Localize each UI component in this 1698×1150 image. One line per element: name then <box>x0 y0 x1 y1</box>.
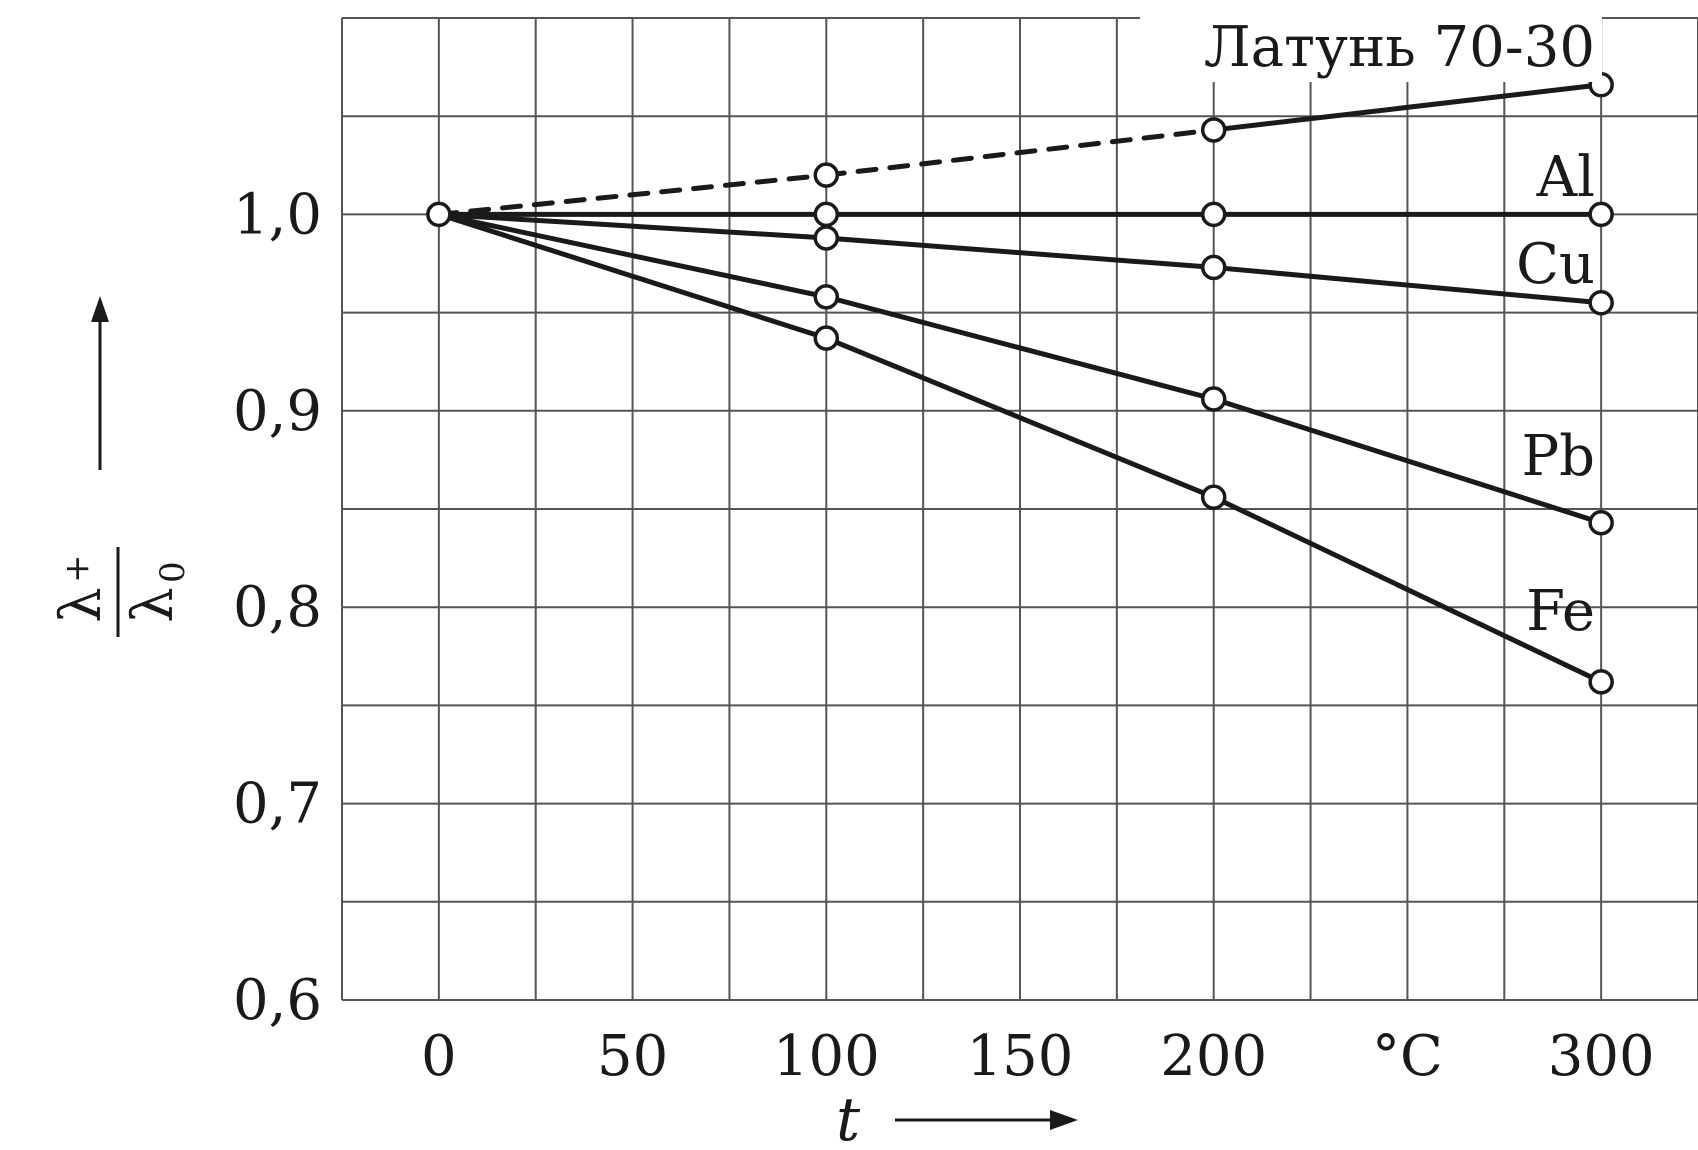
data-point-латунь-70-30 <box>1200 117 1227 143</box>
data-point-pb <box>1200 386 1227 412</box>
data-point-латунь-70-30 <box>426 201 452 228</box>
series-label-background <box>1140 10 1602 82</box>
y-tick-label: 0,6 <box>233 968 322 1033</box>
series-label-al: Al <box>1536 145 1595 210</box>
series-line-segment-cu <box>1211 264 1604 306</box>
data-point-cu <box>813 225 840 251</box>
series-line-segment-cu <box>436 211 829 241</box>
x-tick-label: 150 <box>967 1024 1074 1089</box>
data-point-fe <box>1588 669 1614 695</box>
series-line-segment-cu <box>823 235 1217 270</box>
series-line-segment-латунь-70-30 <box>436 172 829 217</box>
series-label-pb: Pb <box>1521 424 1595 489</box>
x-tick-label: 50 <box>597 1024 668 1089</box>
x-axis-title: t <box>836 1085 861 1150</box>
x-tick-label: 200 <box>1160 1024 1267 1089</box>
y-tick-label: 0,7 <box>233 772 322 837</box>
data-point-cu <box>1588 290 1614 316</box>
data-point-pb <box>813 284 840 310</box>
data-point-cu <box>1200 254 1227 281</box>
grid <box>341 17 1698 1001</box>
series-line-segment-pb <box>823 294 1217 402</box>
x-unit-label: °C <box>1372 1024 1443 1089</box>
series-line-segment-fe <box>823 335 1217 500</box>
y-label-denominator: λ <box>121 587 186 623</box>
markers-layer <box>426 72 1614 695</box>
y-tick-label: 0,9 <box>233 379 322 444</box>
y-label-denominator-sub: 0 <box>153 561 193 583</box>
x-axis-label: t <box>836 1085 1078 1150</box>
x-tick-label: 0 <box>421 1024 457 1089</box>
y-axis-arrow-head <box>91 296 109 322</box>
data-point-al <box>1588 201 1614 228</box>
series-layer <box>436 82 1604 685</box>
series-line-segment-fe <box>436 211 829 341</box>
y-label-numerator-sub: + <box>57 555 97 584</box>
data-point-al <box>813 201 840 228</box>
y-tick-labels: 0,6 0,7 0,8 0,9 1,0 <box>233 182 322 1033</box>
y-tick-label: 0,8 <box>233 575 322 640</box>
series-label-cu: Cu <box>1516 232 1595 297</box>
series-label-fe: Fe <box>1526 579 1595 644</box>
x-tick-label: 300 <box>1548 1024 1655 1089</box>
series-line-segment-латунь-70-30 <box>823 127 1217 178</box>
y-tick-label: 1,0 <box>233 182 322 247</box>
data-point-fe <box>1200 484 1227 510</box>
data-point-латунь-70-30 <box>813 162 840 188</box>
data-point-pb <box>1588 509 1614 536</box>
series-label-латунь-70-30: Латунь 70-30 <box>1204 15 1595 80</box>
data-point-al <box>1200 201 1227 228</box>
x-tick-labels: 0 50 100 150 200 300 <box>421 1024 1655 1089</box>
series-line-segment-pb <box>1211 396 1604 526</box>
series-line-segment-pb <box>436 211 829 300</box>
data-point-fe <box>813 325 840 351</box>
x-tick-label: 100 <box>773 1024 880 1089</box>
y-label-numerator: λ <box>49 587 114 623</box>
y-axis-label: λ + λ 0 <box>49 296 193 637</box>
series-line-segment-fe <box>1211 494 1604 685</box>
series-line-segment-латунь-70-30 <box>1211 82 1604 133</box>
x-axis-arrow-head <box>1050 1110 1078 1130</box>
series-labels: Латунь 70-30 Al Cu Pb Fe <box>1140 10 1602 644</box>
